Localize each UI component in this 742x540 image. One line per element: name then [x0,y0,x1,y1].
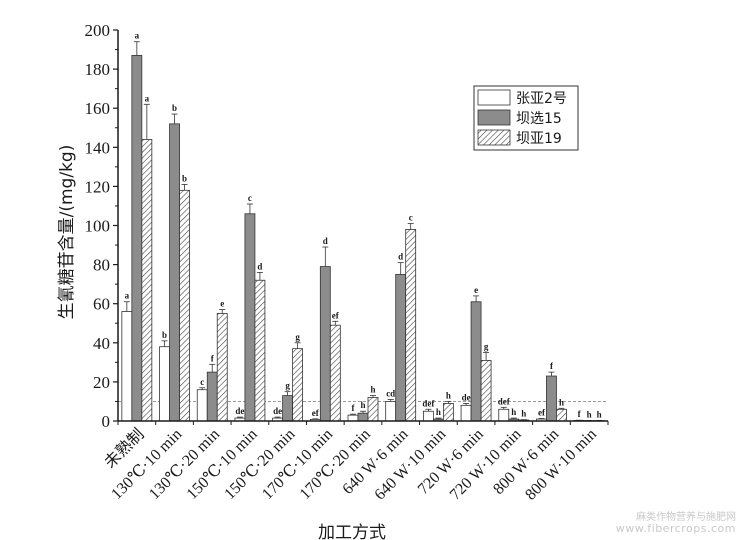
bar [556,408,567,422]
significance-label: h [370,385,375,395]
significance-label: g [295,332,300,342]
bar [159,346,170,422]
significance-label: f [352,403,356,413]
y-tick-label: 180 [85,60,111,79]
significance-label: a [145,93,150,103]
legend-label: 张亚2号 [516,91,567,107]
y-tick-label: 120 [85,177,111,196]
legend-label: 坝选15 [516,111,562,127]
significance-label: g [484,342,489,352]
significance-label: de [235,406,244,416]
bar [395,273,407,422]
bar [216,313,228,422]
y-tick-label: 140 [85,138,111,157]
bar [546,375,557,422]
bar [141,139,153,422]
y-tick-label: 60 [93,295,110,314]
significance-label: h [521,409,526,419]
significance-label: b [172,103,177,113]
legend-swatch [477,109,511,126]
bar [405,229,417,422]
x-axis-title: 加工方式 [318,523,386,540]
significance-label: de [462,392,471,402]
bar [347,414,359,422]
significance-label: e [474,285,478,295]
bar [282,395,294,422]
bar [470,301,482,422]
significance-label: d [398,252,403,262]
significance-label: cd [386,388,395,398]
significance-label: a [125,291,130,301]
bar [367,397,379,422]
significance-label: f [578,409,582,419]
bar [244,213,256,422]
legend-label: 坝亚19 [516,131,562,147]
bar [442,403,454,422]
significance-label: d [257,261,262,271]
bar [206,371,218,422]
bar [498,408,510,422]
bar [319,266,331,422]
watermark-url: www.fibercrops.com [615,522,736,535]
significance-label: c [409,213,413,223]
y-tick-label: 20 [93,373,110,392]
bar [357,412,369,422]
significance-label: h [446,390,451,400]
bar [329,324,341,422]
significance-label: b [162,330,167,340]
significance-label: h [436,407,441,417]
bar [179,189,190,422]
significance-label: def [498,396,511,406]
y-axis-title: 生氰糖苷含量/(mg/kg) [57,145,77,320]
significance-label: f [550,361,554,371]
bar [385,401,397,422]
significance-label: e [220,299,224,309]
significance-label: b [182,173,187,183]
significance-label: d [323,236,328,246]
y-tick-label: 100 [85,217,111,236]
y-tick-label: 40 [93,334,110,353]
y-tick-label: 0 [102,412,111,431]
bar [169,123,180,422]
legend-swatch [477,129,511,146]
bar [422,410,434,422]
significance-label: h [597,409,602,419]
significance-label: h [360,400,365,410]
y-tick-label: 80 [93,256,110,275]
y-tick-label: 160 [85,99,111,118]
significance-label: g [285,381,290,391]
significance-label: def [422,398,435,408]
significance-label: a [135,31,140,41]
significance-label: h [511,407,516,417]
bar [460,404,472,422]
bar [131,55,143,422]
significance-label: h [559,397,564,407]
bar [121,311,133,422]
significance-label: de [273,406,282,416]
significance-label: c [200,377,204,387]
significance-label: c [248,193,252,203]
y-tick-label: 200 [85,21,111,40]
bar [196,389,208,422]
bar [480,359,492,422]
bar [292,348,304,422]
significance-label: h [587,409,592,419]
significance-label: ef [332,310,340,320]
legend-swatch [477,89,511,106]
watermark-text: 麻类作物营养与施肥网 [636,512,736,523]
bar [254,279,266,422]
significance-label: f [211,353,215,363]
significance-label: ef [312,408,320,418]
significance-label: ef [538,407,546,417]
